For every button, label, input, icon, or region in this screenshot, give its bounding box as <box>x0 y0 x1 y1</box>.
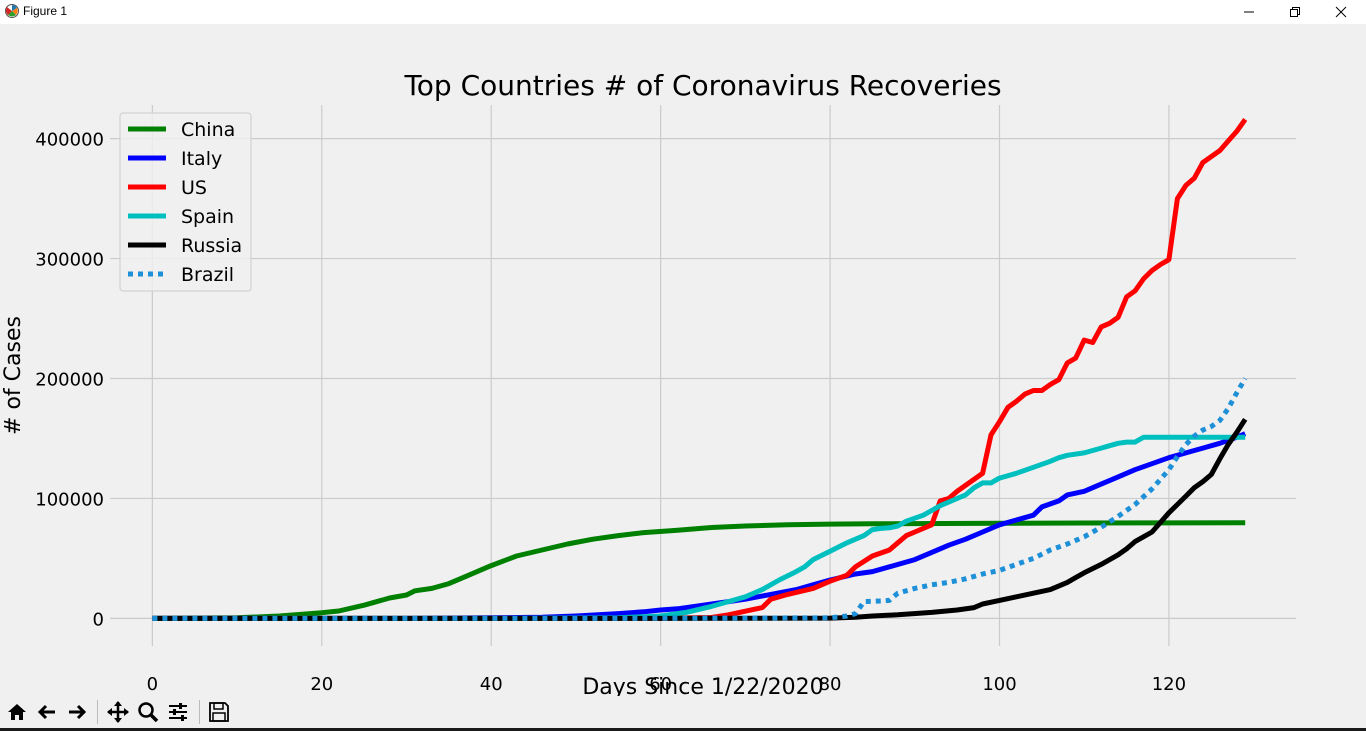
save-button[interactable] <box>205 698 233 726</box>
legend-label-italy: Italy <box>181 148 222 170</box>
x-tick-label: 60 <box>649 674 672 695</box>
close-button[interactable] <box>1318 0 1364 24</box>
toolbar-separator <box>97 700 98 724</box>
home-button[interactable] <box>3 698 31 726</box>
legend-label-spain: Spain <box>181 206 234 228</box>
zoom-icon <box>138 702 159 723</box>
x-tick-label: 0 <box>147 674 158 695</box>
forward-icon <box>69 704 87 720</box>
series-line-spain <box>152 434 1246 621</box>
restore-button[interactable] <box>1272 0 1318 24</box>
series-line-us <box>152 117 1248 621</box>
matplotlib-icon <box>5 4 19 18</box>
y-tick-label: 100000 <box>35 489 104 510</box>
minimize-button[interactable] <box>1226 0 1272 24</box>
window-title: Figure 1 <box>23 4 68 18</box>
x-tick-label: 80 <box>819 674 842 695</box>
minimize-icon <box>1244 11 1254 13</box>
pan-icon <box>107 701 129 723</box>
home-icon <box>8 704 26 720</box>
legend-label-brazil: Brazil <box>181 264 234 286</box>
x-tick-label: 120 <box>1152 674 1186 695</box>
x-tick-label: 40 <box>480 674 503 695</box>
back-button[interactable] <box>33 698 61 726</box>
x-axis-label: Days Since 1/22/2020 <box>582 675 823 696</box>
y-tick-label: 300000 <box>35 250 104 271</box>
series-line-china <box>152 520 1246 621</box>
series-line-brazil <box>152 377 1248 621</box>
navigation-toolbar <box>0 696 1366 728</box>
zoom-button[interactable] <box>134 698 162 726</box>
y-tick-label: 400000 <box>35 130 104 151</box>
legend-label-china: China <box>181 119 235 141</box>
pan-button[interactable] <box>104 698 132 726</box>
window-titlebar: Figure 1 <box>0 0 1366 24</box>
series-line-italy <box>152 431 1247 621</box>
legend: China Italy US Spain Russia Brazil <box>119 112 252 292</box>
y-tick-label: 200000 <box>35 369 104 390</box>
save-icon <box>209 702 229 722</box>
configure-icon <box>169 703 187 721</box>
window-bottom-border <box>0 728 1366 731</box>
x-tick-label: 100 <box>982 674 1016 695</box>
series-line-russia <box>152 417 1248 621</box>
forward-button[interactable] <box>63 698 91 726</box>
close-icon <box>1335 6 1347 18</box>
configure-button[interactable] <box>164 698 192 726</box>
toolbar-separator <box>199 700 200 724</box>
back-icon <box>37 704 55 720</box>
legend-label-us: US <box>181 177 207 199</box>
restore-icon <box>1290 7 1300 17</box>
x-tick-label: 20 <box>310 674 333 695</box>
y-axis-label: # of Cases <box>1 316 26 435</box>
legend-label-russia: Russia <box>181 235 242 257</box>
y-tick-label: 0 <box>93 609 104 630</box>
chart-title: Top Countries # of Coronavirus Recoverie… <box>403 69 1001 102</box>
line-chart: 0 20 40 60 80 100 120 0 100000 200000 300000 400000… <box>1 69 1296 700</box>
figure-canvas[interactable]: 0 20 40 60 80 100 120 0 100000 200000 300000 400000… <box>0 24 1366 700</box>
